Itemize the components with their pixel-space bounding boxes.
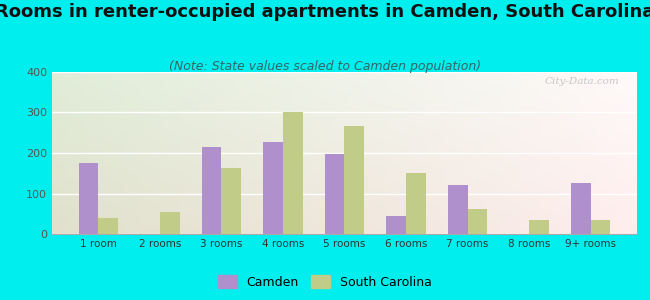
Bar [571, 183, 591, 234]
Legend: Camden, South Carolina: Camden, South Carolina [213, 270, 437, 294]
Text: (Note: State values scaled to Camden population): (Note: State values scaled to Camden pop… [169, 60, 481, 73]
Bar [263, 142, 283, 234]
Bar [406, 173, 426, 234]
Bar [325, 154, 344, 234]
Bar [79, 163, 98, 234]
Bar [98, 218, 118, 234]
Bar [344, 126, 364, 234]
Bar [283, 112, 303, 234]
Text: Rooms in renter-occupied apartments in Camden, South Carolina: Rooms in renter-occupied apartments in C… [0, 3, 650, 21]
Bar [160, 212, 179, 234]
Bar [222, 168, 241, 234]
Bar [448, 184, 467, 234]
Bar [202, 147, 222, 234]
Bar [386, 216, 406, 234]
Bar [591, 220, 610, 234]
Bar [467, 209, 488, 234]
Bar [529, 220, 549, 234]
Text: City-Data.com: City-Data.com [545, 77, 619, 86]
